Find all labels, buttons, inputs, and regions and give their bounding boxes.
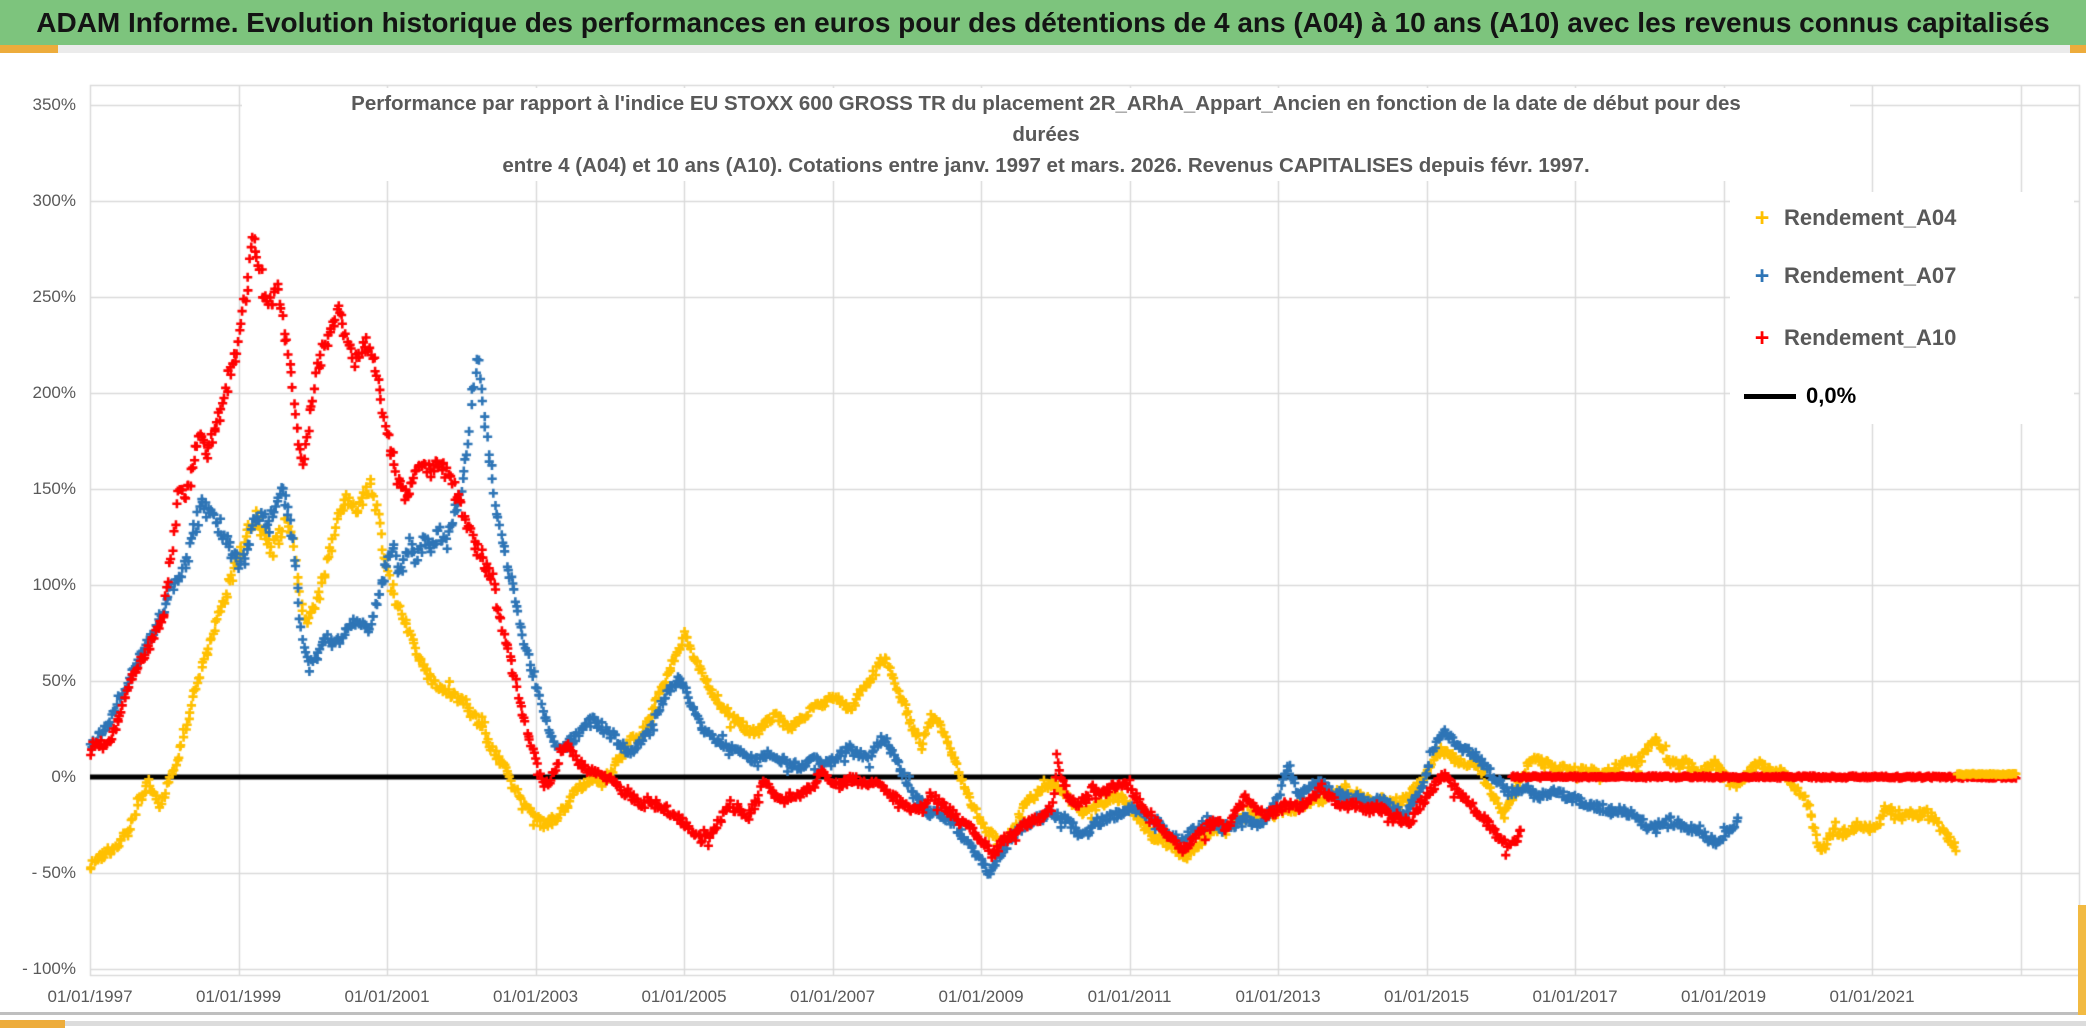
plus-marker-icon: +	[1754, 261, 1770, 290]
y-axis-tick-label: 350%	[32, 95, 76, 114]
x-axis-tick-label: 01/01/1997	[47, 987, 133, 1006]
gold-accent-right-edge	[2078, 905, 2086, 1015]
title-bar: ADAM Informe. Evolution historique des p…	[0, 0, 2086, 45]
line-marker-icon	[1744, 393, 1796, 399]
chart-title-line-3: entre 4 (A04) et 10 ans (A10). Cotations…	[502, 154, 1590, 177]
y-axis-tick-label: 100%	[32, 575, 76, 594]
x-axis-tick-label: 01/01/2017	[1532, 987, 1618, 1006]
y-axis-tick-label: - 50%	[31, 863, 76, 882]
accent-band	[0, 45, 2086, 53]
y-axis-tick-label: 250%	[32, 287, 76, 306]
y-axis-tick-label: - 100%	[22, 959, 76, 978]
legend-label: 0,0%	[1806, 383, 1857, 408]
x-axis-tick-label: 01/01/2005	[641, 987, 727, 1006]
gold-accent-bottom-left	[0, 1020, 65, 1028]
legend-label: Rendement_A04	[1784, 205, 1957, 230]
y-axis-tick-label: 150%	[32, 479, 76, 498]
y-axis-tick-label: 200%	[32, 383, 76, 402]
bottom-band	[65, 1021, 2086, 1026]
x-axis-tick-label: 01/01/2011	[1087, 987, 1172, 1006]
chart-title-line-2: durées	[1012, 123, 1080, 146]
legend-item-rendement-a07[interactable]: + Rendement_A07	[1740, 260, 1957, 292]
legend-item-zero-line[interactable]: 0,0%	[1744, 380, 1857, 412]
x-axis-tick-label: 01/01/2001	[344, 987, 430, 1006]
x-axis-tick-label: 01/01/2009	[938, 987, 1024, 1006]
gold-accent-top-right	[2070, 45, 2086, 53]
legend-item-rendement-a04[interactable]: + Rendement_A04	[1740, 202, 1957, 234]
x-axis-tick-label: 01/01/2007	[789, 987, 876, 1006]
x-axis-tick-label: 01/01/2019	[1680, 987, 1767, 1006]
x-axis-tick-label: 01/01/2003	[492, 987, 579, 1006]
y-axis-tick-label: 300%	[32, 191, 76, 210]
y-axis-tick-label: 0%	[51, 767, 76, 786]
gold-accent-top-left	[0, 45, 58, 53]
chart-legend: + Rendement_A04 + Rendement_A07 + Rendem…	[1730, 192, 2074, 424]
chart-title-line-1: Performance par rapport à l'indice EU ST…	[351, 92, 1741, 115]
legend-item-rendement-a10[interactable]: + Rendement_A10	[1740, 322, 1957, 354]
x-axis-tick-label: 01/01/1999	[195, 987, 282, 1006]
plus-marker-icon: +	[1754, 323, 1770, 352]
y-axis-tick-label: 50%	[41, 671, 76, 690]
page-title: ADAM Informe. Evolution historique des p…	[36, 6, 2050, 38]
chart-title: Performance par rapport à l'indice EU ST…	[242, 88, 1850, 181]
x-axis-tick-label: 01/01/2015	[1383, 987, 1470, 1006]
x-axis-tick-label: 01/01/2013	[1235, 987, 1321, 1006]
legend-label: Rendement_A07	[1784, 263, 1957, 288]
plus-marker-icon: +	[1754, 203, 1770, 232]
legend-label: Rendement_A10	[1784, 325, 1957, 350]
bottom-rule	[0, 1012, 2086, 1015]
x-axis-tick-label: 01/01/2021	[1829, 987, 1915, 1006]
